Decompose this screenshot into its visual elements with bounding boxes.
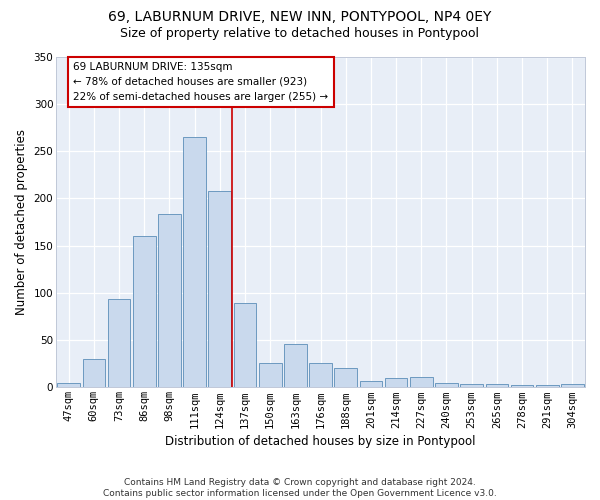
Bar bbox=[536, 386, 559, 388]
Bar bbox=[83, 359, 105, 388]
X-axis label: Distribution of detached houses by size in Pontypool: Distribution of detached houses by size … bbox=[165, 434, 476, 448]
Bar bbox=[208, 190, 231, 388]
Bar bbox=[58, 382, 80, 388]
Bar bbox=[460, 384, 483, 388]
Bar bbox=[410, 377, 433, 388]
Bar bbox=[108, 300, 130, 388]
Bar bbox=[133, 236, 155, 388]
Bar bbox=[435, 382, 458, 388]
Bar bbox=[511, 386, 533, 388]
Text: 69, LABURNUM DRIVE, NEW INN, PONTYPOOL, NP4 0EY: 69, LABURNUM DRIVE, NEW INN, PONTYPOOL, … bbox=[109, 10, 491, 24]
Bar bbox=[309, 362, 332, 388]
Bar bbox=[561, 384, 584, 388]
Y-axis label: Number of detached properties: Number of detached properties bbox=[15, 129, 28, 315]
Text: Contains HM Land Registry data © Crown copyright and database right 2024.
Contai: Contains HM Land Registry data © Crown c… bbox=[103, 478, 497, 498]
Bar bbox=[158, 214, 181, 388]
Bar bbox=[233, 303, 256, 388]
Bar bbox=[183, 137, 206, 388]
Bar bbox=[284, 344, 307, 388]
Bar bbox=[485, 384, 508, 388]
Bar bbox=[385, 378, 407, 388]
Text: 69 LABURNUM DRIVE: 135sqm
← 78% of detached houses are smaller (923)
22% of semi: 69 LABURNUM DRIVE: 135sqm ← 78% of detac… bbox=[73, 62, 328, 102]
Bar bbox=[259, 362, 281, 388]
Bar bbox=[334, 368, 357, 388]
Bar bbox=[359, 380, 382, 388]
Text: Size of property relative to detached houses in Pontypool: Size of property relative to detached ho… bbox=[121, 28, 479, 40]
